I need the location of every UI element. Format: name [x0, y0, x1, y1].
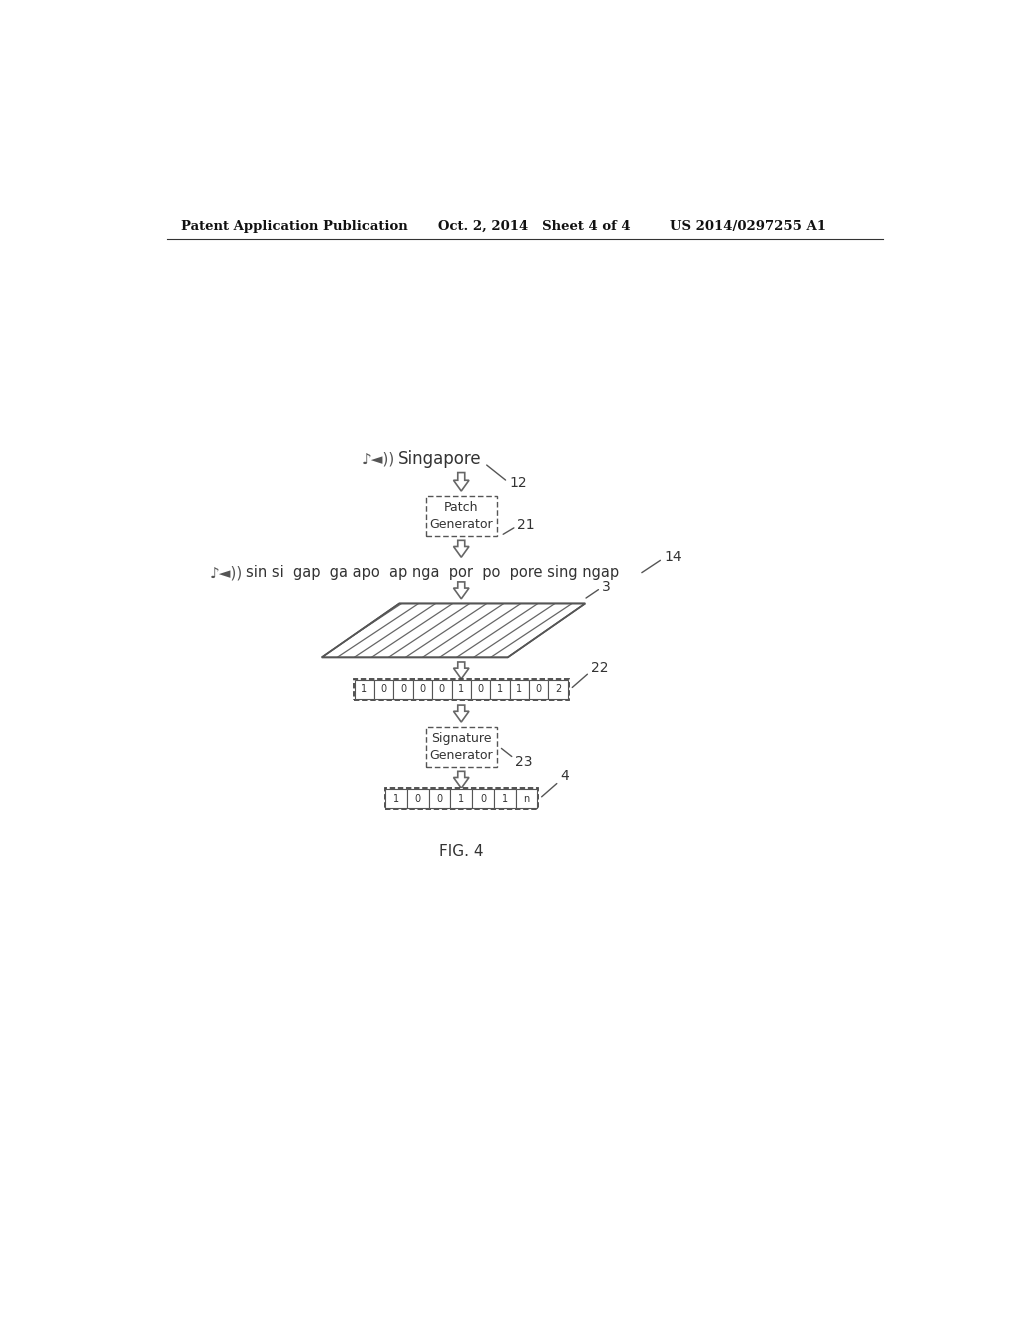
Text: 1: 1	[361, 684, 368, 694]
Bar	[385, 789, 407, 808]
Bar	[451, 789, 472, 808]
Bar	[494, 789, 515, 808]
Text: Oct. 2, 2014   Sheet 4 of 4: Oct. 2, 2014 Sheet 4 of 4	[438, 219, 631, 232]
Polygon shape	[454, 582, 469, 599]
Bar	[529, 680, 549, 700]
Text: Singapore: Singapore	[397, 450, 481, 467]
Text: 14: 14	[665, 550, 682, 564]
Text: 12: 12	[509, 477, 527, 490]
Text: FIG. 4: FIG. 4	[439, 843, 483, 859]
Bar	[407, 789, 429, 808]
Text: ♪◄)): ♪◄))	[210, 565, 243, 581]
Bar	[510, 680, 529, 700]
Text: sin si  gap  ga apo  ap nga  por  po  pore sing ngap: sin si gap ga apo ap nga por po pore sin…	[246, 565, 618, 581]
Bar	[549, 680, 568, 700]
Text: 0: 0	[420, 684, 426, 694]
Polygon shape	[454, 705, 469, 722]
Polygon shape	[322, 603, 586, 657]
Text: 0: 0	[381, 684, 387, 694]
Text: 1: 1	[516, 684, 522, 694]
Text: 4: 4	[560, 768, 569, 783]
Polygon shape	[454, 473, 469, 491]
Text: ♪◄)): ♪◄))	[362, 451, 395, 466]
Text: Patent Application Publication: Patent Application Publication	[180, 219, 408, 232]
Bar	[472, 789, 494, 808]
Polygon shape	[454, 540, 469, 557]
Bar	[354, 678, 568, 700]
Text: 23: 23	[515, 755, 532, 770]
Text: 1: 1	[502, 793, 508, 804]
Bar	[393, 680, 413, 700]
Bar	[385, 788, 538, 809]
Polygon shape	[454, 771, 469, 788]
Text: n: n	[523, 793, 529, 804]
Bar	[354, 680, 374, 700]
Bar	[413, 680, 432, 700]
Text: 1: 1	[458, 793, 464, 804]
Bar	[515, 789, 538, 808]
Bar	[452, 680, 471, 700]
Bar	[490, 680, 510, 700]
Text: 0: 0	[477, 684, 483, 694]
FancyBboxPatch shape	[426, 726, 497, 767]
Text: 0: 0	[436, 793, 442, 804]
Text: 0: 0	[480, 793, 486, 804]
Text: Signature
Generator: Signature Generator	[429, 731, 494, 762]
Bar	[429, 789, 451, 808]
Text: 1: 1	[458, 684, 464, 694]
Text: US 2014/0297255 A1: US 2014/0297255 A1	[671, 219, 826, 232]
Bar	[374, 680, 393, 700]
Text: 22: 22	[591, 661, 608, 675]
Text: 0: 0	[439, 684, 445, 694]
Text: 2: 2	[555, 684, 561, 694]
Bar	[471, 680, 490, 700]
FancyBboxPatch shape	[426, 496, 497, 536]
Text: 1: 1	[393, 793, 399, 804]
Text: 0: 0	[400, 684, 407, 694]
Text: 21: 21	[517, 517, 535, 532]
Text: 0: 0	[536, 684, 542, 694]
Polygon shape	[454, 663, 469, 678]
Text: 0: 0	[415, 793, 421, 804]
Text: 3: 3	[602, 579, 611, 594]
Text: Patch
Generator: Patch Generator	[429, 500, 494, 531]
Text: 1: 1	[497, 684, 503, 694]
Bar	[432, 680, 452, 700]
